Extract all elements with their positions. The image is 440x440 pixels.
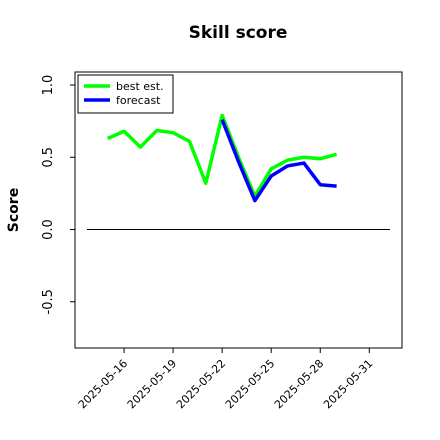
series-line bbox=[220, 119, 337, 203]
x-tick-label: 2025-05-25 bbox=[223, 357, 277, 411]
x-tick-label: 2025-05-16 bbox=[76, 357, 130, 411]
y-tick-label: 0.5 bbox=[41, 147, 56, 168]
y-axis-label: Score bbox=[6, 188, 22, 232]
x-tick-label: 2025-05-31 bbox=[321, 357, 375, 411]
y-tick-label: 1.0 bbox=[41, 75, 56, 96]
legend-label: forecast bbox=[116, 94, 161, 107]
plot-frame bbox=[74, 71, 403, 349]
x-tick-label: 2025-05-22 bbox=[174, 357, 228, 411]
x-tick-label: 2025-05-19 bbox=[125, 357, 179, 411]
y-tick-label: 0.0 bbox=[41, 219, 56, 240]
chart-title: Skill score bbox=[189, 23, 288, 43]
legend-label: best est. bbox=[116, 80, 164, 93]
series-line bbox=[106, 113, 338, 199]
legend-box bbox=[77, 74, 174, 114]
x-tick-label: 2025-05-28 bbox=[272, 357, 326, 411]
y-tick-label: -0.5 bbox=[41, 289, 56, 314]
